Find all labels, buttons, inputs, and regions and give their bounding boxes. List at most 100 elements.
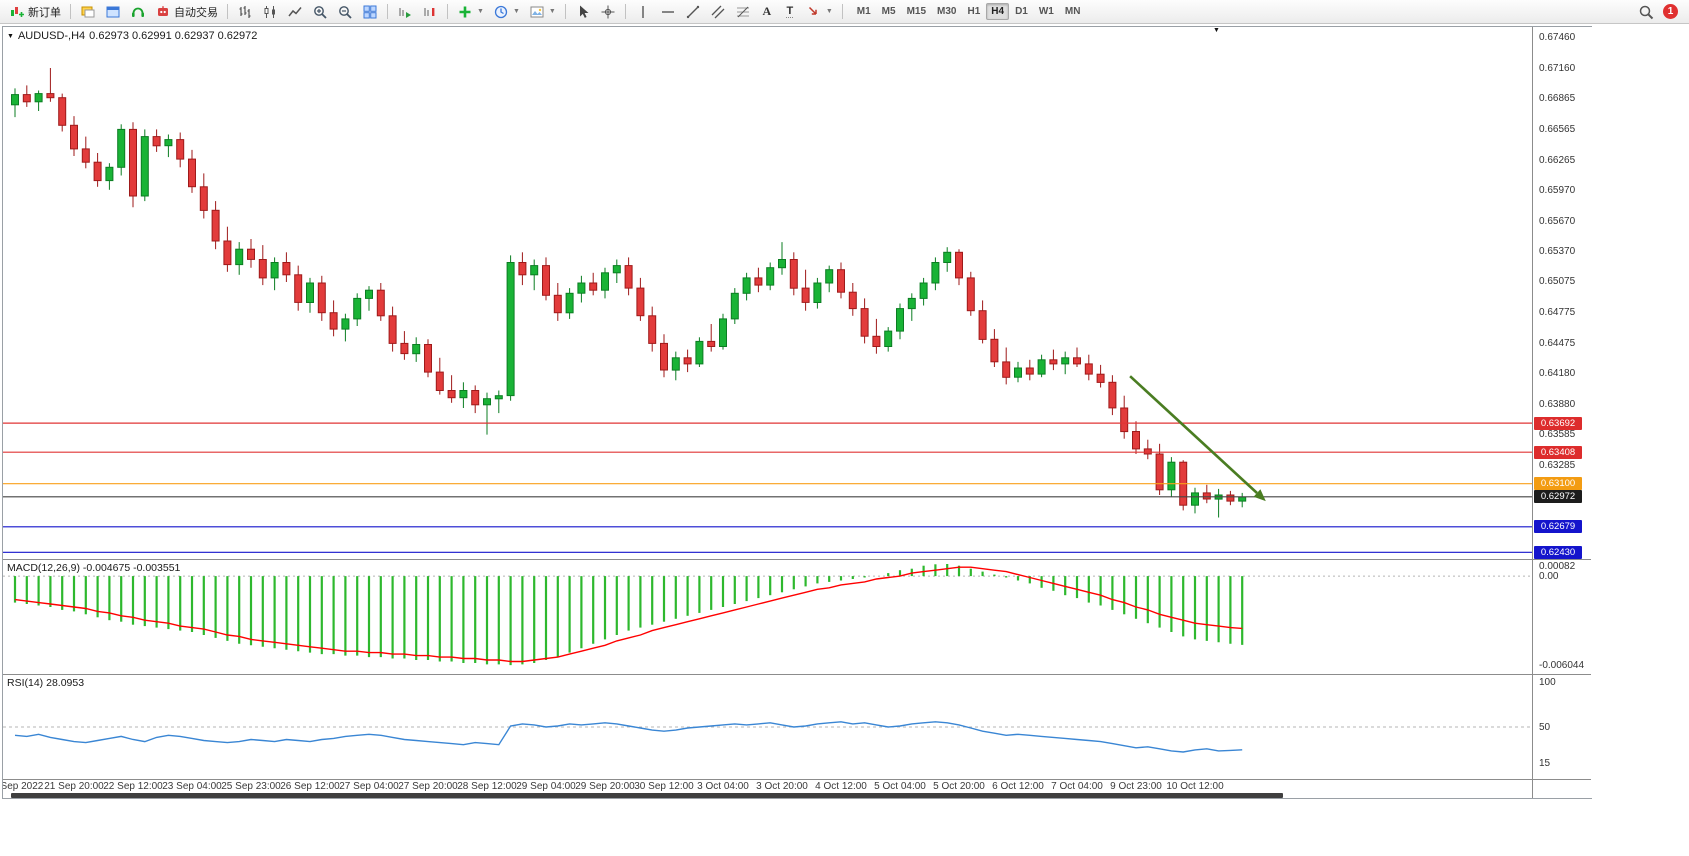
rsi-value: 28.0953 <box>46 677 85 689</box>
arrows-tool[interactable]: ▼ <box>802 2 837 22</box>
new-order-label: 新订单 <box>28 6 61 19</box>
support-line-orange-badge[interactable]: 0.63100 <box>1534 477 1582 491</box>
templates-button[interactable]: ▼ <box>525 2 560 22</box>
price-tick: 0.65370 <box>1539 246 1576 258</box>
timeframe-mn[interactable]: MN <box>1064 6 1081 17</box>
timeframe-w1[interactable]: W1 <box>1038 6 1054 17</box>
rsi-tick: 50 <box>1539 722 1551 733</box>
price-tick: 0.64775 <box>1539 307 1576 319</box>
text-tool[interactable]: A <box>756 2 778 22</box>
macd-pane[interactable]: MACD(12,26,9) -0.004675 -0.003551 <box>3 560 1532 674</box>
price-axis[interactable]: 0.67460 0.67160 0.66865 0.66565 0.66265 0.659… <box>1533 27 1592 798</box>
fibonacci-tool[interactable] <box>731 2 755 22</box>
current-price-line-badge[interactable]: 0.62972 <box>1534 490 1582 504</box>
notification-badge[interactable]: 1 <box>1663 4 1678 19</box>
time-tick: 5 Oct 04:00 <box>874 781 926 792</box>
search-button[interactable] <box>1634 2 1658 22</box>
arrow-tool-icon <box>808 6 817 15</box>
zoom-out-button[interactable] <box>333 2 357 22</box>
crosshair-icon <box>601 5 615 18</box>
rsi-tick: 100 <box>1539 677 1556 688</box>
zoom-in-button[interactable] <box>308 2 332 22</box>
vertical-line-tool[interactable] <box>631 2 655 22</box>
auto-scroll-button[interactable] <box>393 2 417 22</box>
trendline-icon <box>686 5 700 18</box>
text-label-tool[interactable]: T <box>779 2 801 22</box>
trendline-tool[interactable] <box>681 2 705 22</box>
timeframe-d1[interactable]: D1 <box>1015 6 1028 17</box>
candlestick-chart-icon <box>264 5 275 18</box>
rsi-chart <box>3 721 1532 753</box>
add-indicator-button[interactable]: ▼ <box>453 2 488 22</box>
rsi-pane[interactable]: RSI(14) 28.0953 <box>3 675 1532 779</box>
profiles-button[interactable] <box>101 2 125 22</box>
cursor-arrow-icon <box>579 5 589 18</box>
price-tick: 0.64475 <box>1539 337 1576 349</box>
time-tick: 6 Oct 12:00 <box>992 781 1044 792</box>
rsi-name: RSI(14) <box>7 677 44 689</box>
one-click-panel-icon[interactable]: ▼ <box>7 32 14 40</box>
text-label-icon: T <box>786 5 794 18</box>
time-tick: 21 Sep 2022 <box>3 781 44 792</box>
timeframe-h4[interactable]: H4 <box>986 3 1010 20</box>
timeframe-m1[interactable]: M1 <box>856 6 871 17</box>
toolbar-separator <box>227 4 228 19</box>
ohlc-bars-button[interactable] <box>233 2 257 22</box>
toolbar-separator <box>624 4 626 19</box>
price-tick: 0.63880 <box>1539 398 1576 410</box>
clock-icon <box>494 5 508 18</box>
resistance-line-1-badge[interactable]: 0.63692 <box>1534 416 1582 430</box>
cursor-button[interactable] <box>571 2 595 22</box>
equidistant-channel-icon <box>711 5 725 18</box>
time-tick: 27 Sep 04:00 <box>339 781 399 792</box>
auto-trading-button[interactable]: 自动交易 <box>151 2 222 22</box>
toolbar-separator <box>564 4 566 19</box>
pane-separator[interactable] <box>3 674 1591 675</box>
zoom-out-icon <box>339 5 352 19</box>
rsi-label: RSI(14) 28.0953 <box>7 677 84 689</box>
chart-window-button[interactable] <box>76 2 100 22</box>
time-tick: 4 Oct 12:00 <box>815 781 867 792</box>
search-icon <box>1639 5 1654 19</box>
timeframe-m5[interactable]: M5 <box>881 6 896 17</box>
tile-windows-button[interactable] <box>358 2 382 22</box>
crosshair-button[interactable] <box>596 2 620 22</box>
channel-tool[interactable] <box>706 2 730 22</box>
candlestick-chart-button[interactable] <box>258 2 282 22</box>
resistance-line-2-badge[interactable]: 0.63408 <box>1534 445 1582 459</box>
support-line-blue-2-badge[interactable]: 0.62430 <box>1534 545 1582 559</box>
axis-border <box>1532 27 1533 798</box>
horizontal-scrollbar[interactable] <box>11 793 1283 798</box>
price-pane[interactable]: ▼ AUDUSD-,H4 0.62973 0.62991 0.62937 0.6… <box>3 27 1532 559</box>
timeframe-m30[interactable]: M30 <box>937 6 957 17</box>
vertical-line-icon <box>642 5 644 18</box>
ohlc-bars-icon <box>239 5 251 18</box>
chart-window-audusd: ▼ AUDUSD-,H4 0.62973 0.62991 0.62937 0.6… <box>2 26 1592 799</box>
price-tick: 0.65970 <box>1539 184 1576 196</box>
macd-chart <box>3 564 1532 666</box>
chart-title: ▼ AUDUSD-,H4 0.62973 0.62991 0.62937 0.6… <box>7 30 257 42</box>
market-watch-button[interactable] <box>126 2 150 22</box>
chart-shift-marker-icon[interactable]: ▼ <box>1213 27 1220 34</box>
time-tick: 9 Oct 23:00 <box>1110 781 1162 792</box>
time-tick: 25 Sep 23:00 <box>221 781 281 792</box>
candlestick-chart <box>3 68 1532 553</box>
line-chart-button[interactable] <box>283 2 307 22</box>
macd-name: MACD(12,26,9) <box>7 562 80 574</box>
chart-shift-button[interactable] <box>418 2 442 22</box>
support-line-blue-1-badge[interactable]: 0.62679 <box>1534 520 1582 534</box>
main-toolbar: 新订单 自动交易 <box>0 0 1689 24</box>
timeframe-m15[interactable]: M15 <box>906 6 927 17</box>
macd-tick: 0.00 <box>1539 571 1559 583</box>
timeframe-h1[interactable]: H1 <box>967 6 981 17</box>
periods-button[interactable]: ▼ <box>489 2 524 22</box>
fibonacci-icon <box>736 6 749 17</box>
pane-separator[interactable] <box>3 559 1591 560</box>
horizontal-line-tool[interactable] <box>656 2 680 22</box>
new-order-button[interactable]: 新订单 <box>5 2 65 22</box>
price-tick: 0.65075 <box>1539 276 1576 288</box>
price-tick: 0.67460 <box>1539 32 1576 44</box>
time-tick: 28 Sep 12:00 <box>457 781 517 792</box>
rsi-tick: 15 <box>1539 758 1551 770</box>
